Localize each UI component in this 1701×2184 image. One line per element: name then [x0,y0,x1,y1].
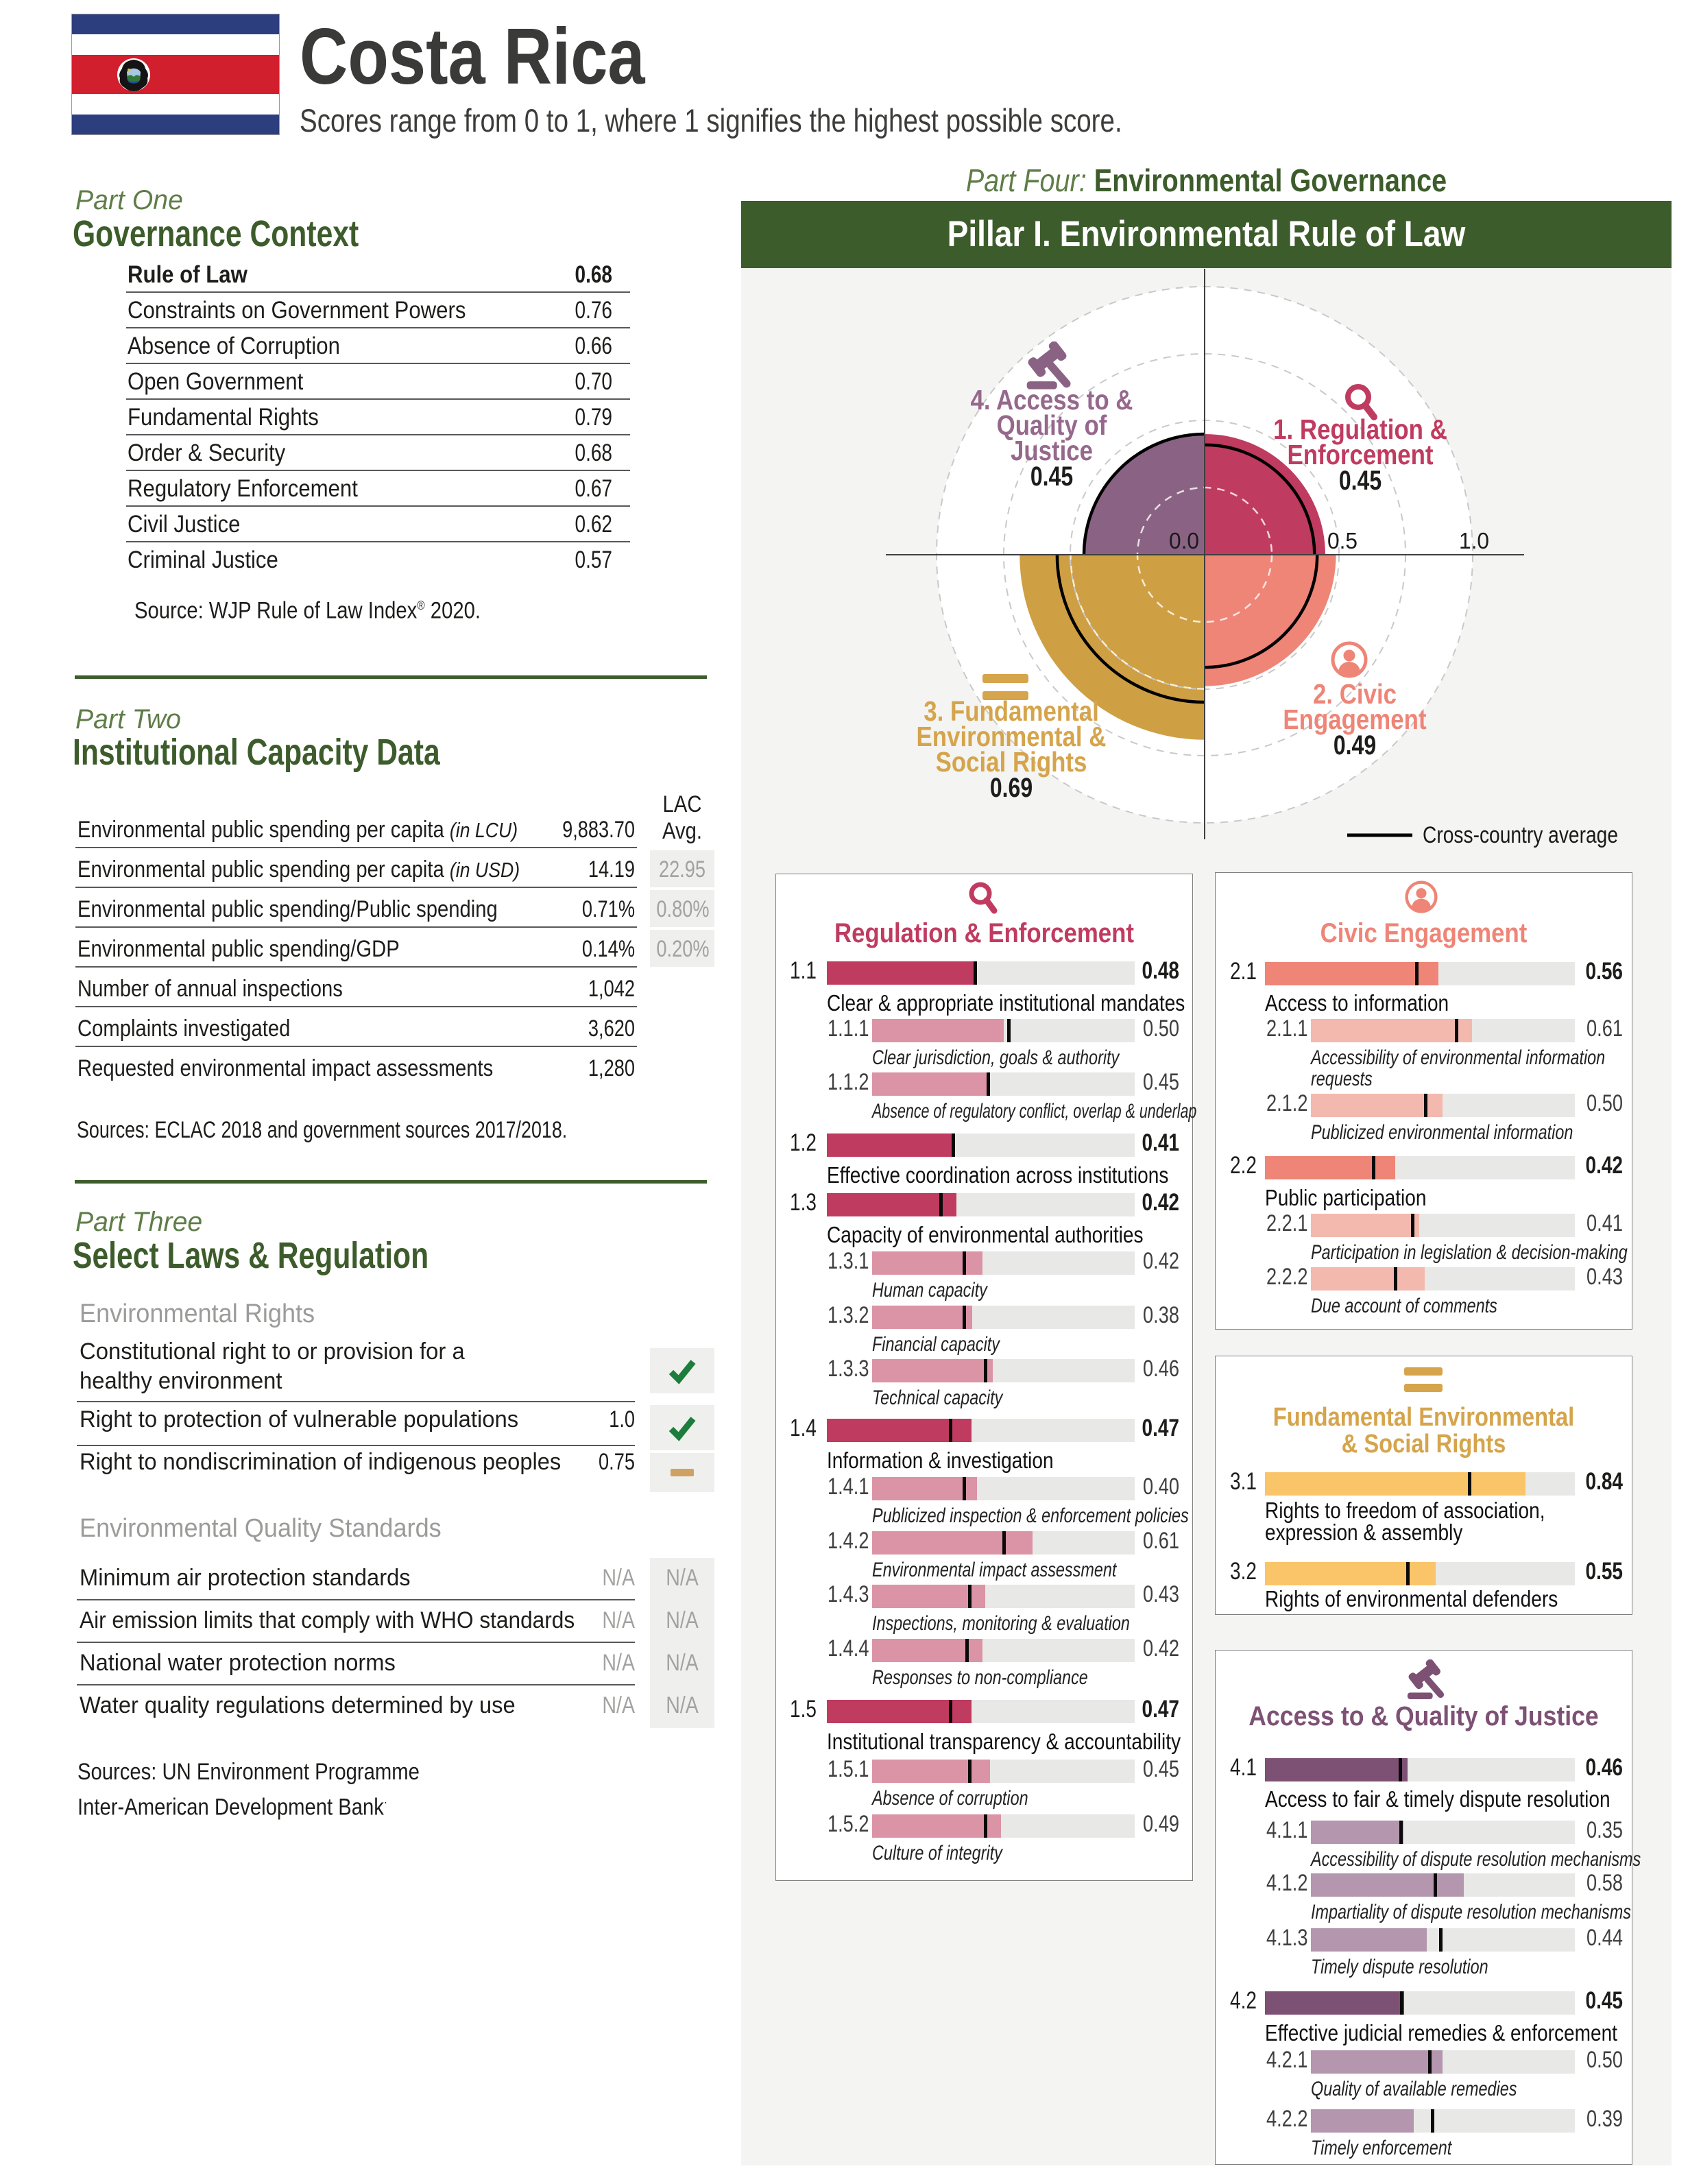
svg-text:0.0: 0.0 [1169,528,1199,553]
svg-text:0.5: 0.5 [1327,528,1358,553]
svg-text:1.0: 1.0 [1459,528,1489,553]
svg-text:Cross-country average: Cross-country average [1423,822,1618,848]
